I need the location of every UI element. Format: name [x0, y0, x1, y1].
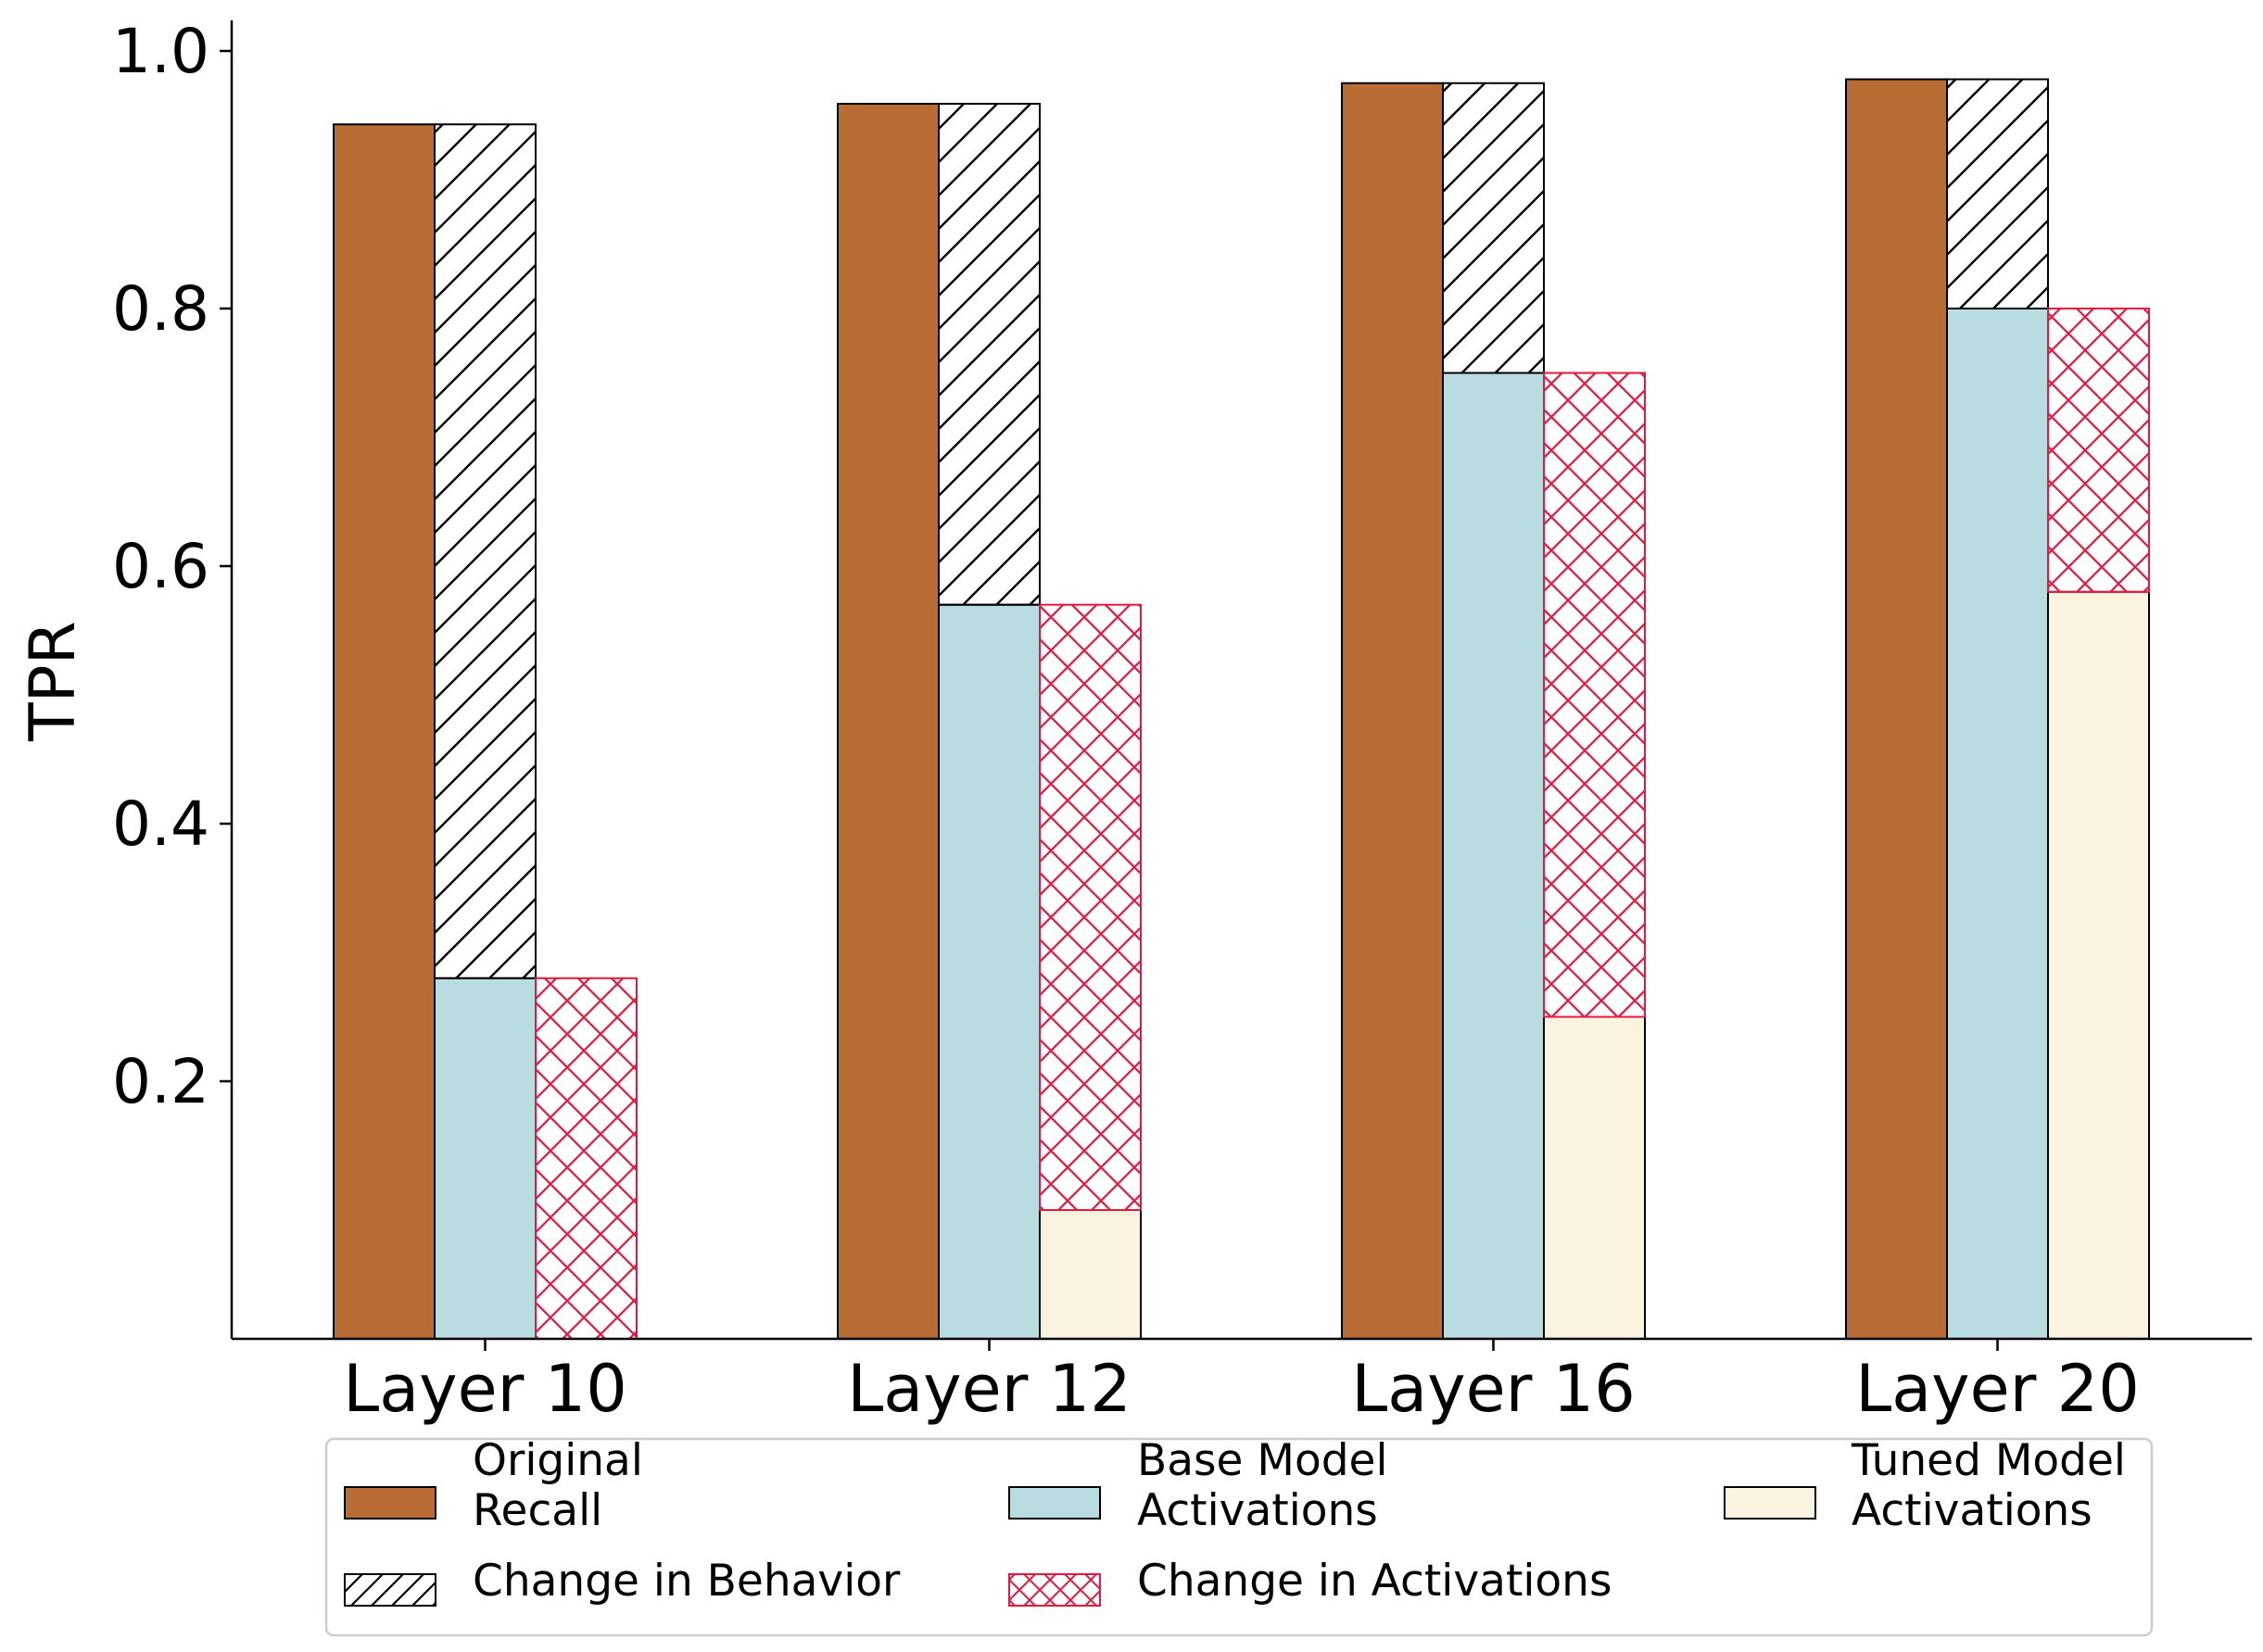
x-tick-label: Layer 10 [343, 1351, 627, 1427]
x-tick-label: Layer 16 [1351, 1351, 1636, 1427]
bar-group-layer-16 [1341, 82, 1646, 1340]
x-tick-label: Layer 12 [847, 1351, 1132, 1427]
bar-change-in-activations-layer-12 [1039, 603, 1142, 1211]
bar-original-recall-layer-12 [837, 102, 940, 1341]
legend-label: Tuned Model [1851, 1435, 2126, 1486]
y-tick-label: 0.2 [112, 1046, 209, 1117]
y-tick-label: 0.4 [112, 788, 209, 860]
bar-change-in-behavior-layer-20 [1946, 78, 2049, 309]
bar-group-layer-10 [333, 123, 638, 1341]
legend-frame [324, 1437, 2154, 1637]
legend-label: Recall [473, 1485, 602, 1536]
legend-swatch [1008, 1486, 1101, 1520]
legend-swatch [1008, 1573, 1101, 1607]
bar-original-recall-layer-20 [1845, 78, 1948, 1341]
bar-tuned-model-activations-layer-20 [2047, 590, 2150, 1340]
legend-label: Change in Behavior [473, 1556, 901, 1607]
bar-group-layer-20 [1845, 78, 2150, 1341]
bar-change-in-behavior-layer-10 [434, 123, 537, 979]
x-tick-label: Layer 20 [1855, 1351, 2140, 1427]
bar-change-in-activations-layer-10 [535, 977, 638, 1341]
y-tick-label: 0.8 [112, 273, 209, 345]
bar-marks [333, 78, 2150, 1341]
y-ticks: 0.2 0.4 0.6 0.8 1.0 [112, 16, 232, 1117]
bar-group-layer-12 [837, 102, 1142, 1341]
legend-swatch [1724, 1486, 1816, 1520]
bar-base-model-activations-layer-16 [1442, 372, 1545, 1340]
axes [230, 20, 2252, 1341]
bar-original-recall-layer-10 [333, 123, 436, 1341]
bar-change-in-activations-layer-16 [1543, 372, 1646, 1018]
bar-base-model-activations-layer-20 [1946, 308, 2049, 1340]
bar-original-recall-layer-16 [1341, 82, 1444, 1340]
x-ticks: Layer 10 Layer 12 Layer 16 Layer 20 [343, 1339, 2140, 1427]
legend-label: Activations [1137, 1485, 1378, 1536]
bar-base-model-activations-layer-12 [938, 603, 1041, 1340]
legend-swatch [344, 1573, 436, 1607]
legend-label: Change in Activations [1137, 1556, 1612, 1607]
y-axis-label: TPR [17, 621, 90, 742]
legend-label: Base Model [1137, 1435, 1388, 1486]
bar-tuned-model-activations-layer-12 [1039, 1209, 1142, 1340]
bar-tuned-model-activations-layer-16 [1543, 1015, 1646, 1340]
legend-item-change-in-behavior: Change in Behavior [344, 1556, 901, 1607]
y-tick-label: 0.6 [112, 531, 209, 602]
legend-label: Original [473, 1435, 643, 1486]
y-tick-label: 1.0 [112, 16, 209, 87]
legend-item-change-in-activations: Change in Activations [1008, 1556, 1612, 1607]
legend-label: Activations [1852, 1485, 2092, 1536]
bar-change-in-behavior-layer-12 [938, 102, 1041, 606]
legend-swatch [344, 1486, 436, 1520]
bar-change-in-behavior-layer-16 [1442, 82, 1545, 374]
bar-change-in-activations-layer-20 [2047, 308, 2150, 593]
bar-base-model-activations-layer-10 [434, 977, 537, 1341]
